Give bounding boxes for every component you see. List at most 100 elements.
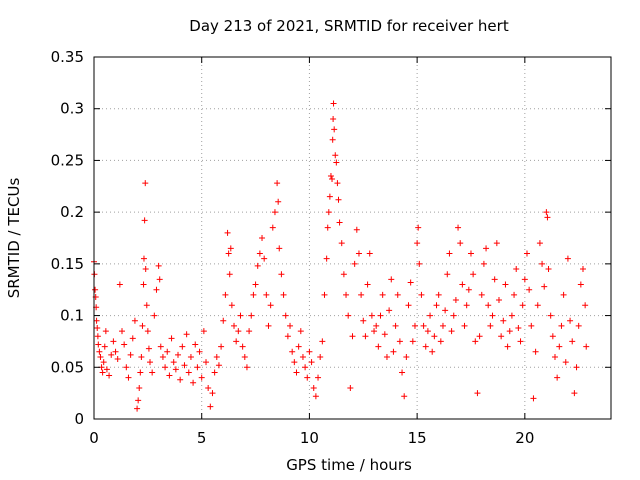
data-point (207, 403, 214, 410)
data-point (547, 312, 554, 319)
data-point (287, 322, 294, 329)
data-point (187, 353, 194, 360)
data-point (153, 286, 160, 293)
data-point (97, 353, 104, 360)
x-tick-label: 5 (197, 429, 207, 447)
data-point (312, 393, 319, 400)
data-point (94, 333, 101, 340)
data-point (343, 291, 350, 298)
data-point (315, 374, 322, 381)
data-point (383, 353, 390, 360)
data-point (135, 397, 142, 404)
data-point (263, 291, 270, 298)
data-point (485, 302, 492, 309)
data-point (119, 328, 126, 335)
data-point (427, 312, 434, 319)
data-point (355, 250, 362, 257)
data-point (539, 260, 546, 267)
data-point (556, 343, 563, 350)
data-point (125, 374, 132, 381)
data-point (579, 266, 586, 273)
data-point (190, 379, 197, 386)
data-point (465, 286, 472, 293)
data-point (583, 343, 590, 350)
data-point (203, 359, 210, 366)
data-point (422, 343, 429, 350)
data-point (224, 229, 231, 236)
data-point (254, 262, 261, 269)
y-tick-label: 0 (74, 410, 84, 428)
data-point (196, 348, 203, 355)
data-point (302, 364, 309, 371)
data-point (489, 312, 496, 319)
data-point (351, 260, 358, 267)
data-point (209, 390, 216, 397)
data-point (424, 328, 431, 335)
data-point (185, 369, 192, 376)
data-point (164, 348, 171, 355)
data-point (551, 353, 558, 360)
data-point (162, 364, 169, 371)
data-point (170, 359, 177, 366)
data-point (345, 312, 352, 319)
data-point (143, 302, 150, 309)
data-point (470, 271, 477, 278)
data-point (519, 302, 526, 309)
data-point (500, 317, 507, 324)
data-point (459, 281, 466, 288)
data-point (396, 338, 403, 345)
data-point (326, 193, 333, 200)
data-point (333, 159, 340, 166)
data-point (358, 291, 365, 298)
data-point (101, 343, 108, 350)
data-point (329, 136, 336, 143)
data-point (409, 338, 416, 345)
data-point (256, 250, 263, 257)
data-point (567, 317, 574, 324)
data-point (491, 276, 498, 283)
data-point (573, 364, 580, 371)
data-point (411, 322, 418, 329)
data-point (526, 286, 533, 293)
data-point (569, 338, 576, 345)
y-tick-label: 0.05 (51, 358, 84, 376)
data-point (439, 322, 446, 329)
data-point (332, 152, 339, 159)
data-point (502, 281, 509, 288)
data-point (134, 405, 141, 412)
data-point (534, 302, 541, 309)
data-point (472, 338, 479, 345)
data-point (327, 172, 334, 179)
data-point (106, 372, 113, 379)
data-point (265, 322, 272, 329)
data-point (416, 260, 423, 267)
data-point (452, 297, 459, 304)
data-point (149, 369, 156, 376)
data-point (177, 376, 184, 383)
data-point (141, 217, 148, 224)
data-point (183, 331, 190, 338)
data-point (415, 224, 422, 231)
data-point (168, 335, 175, 342)
data-point (274, 180, 281, 187)
data-points (91, 100, 590, 412)
data-point (325, 209, 332, 216)
data-point (392, 322, 399, 329)
data-point (235, 328, 242, 335)
data-point (495, 297, 502, 304)
data-point (379, 291, 386, 298)
data-point (504, 343, 511, 350)
data-point (215, 362, 222, 369)
data-point (541, 283, 548, 290)
data-point (140, 281, 147, 288)
data-point (218, 343, 225, 350)
data-point (515, 324, 522, 331)
data-point (239, 343, 246, 350)
data-point (394, 291, 401, 298)
data-point (94, 324, 101, 331)
data-point (321, 291, 328, 298)
data-point (324, 224, 331, 231)
data-point (545, 266, 552, 273)
data-point (156, 276, 163, 283)
